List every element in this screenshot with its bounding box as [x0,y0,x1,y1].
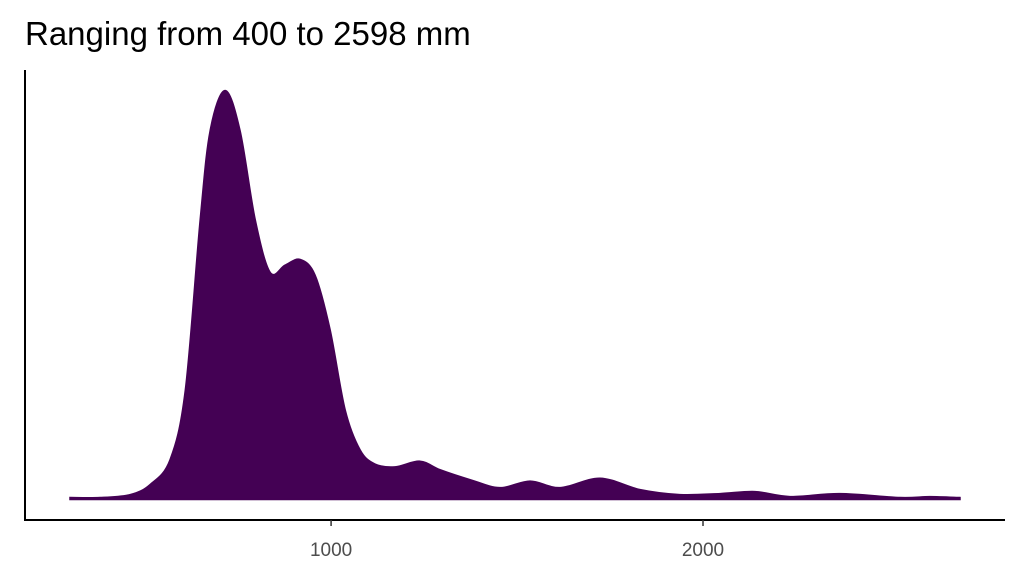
x-tick-label: 1000 [310,540,352,561]
chart-title: Ranging from 400 to 2598 mm [25,15,471,52]
density-area [69,89,961,501]
x-tick-label: 2000 [682,540,724,561]
